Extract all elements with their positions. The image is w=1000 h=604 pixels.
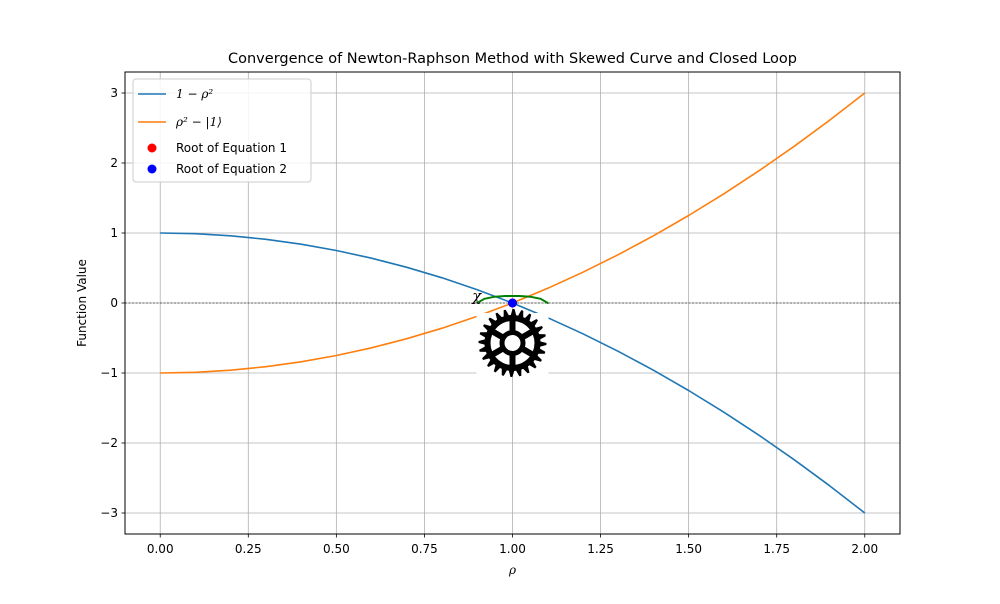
y-tick-label: −2 [100,436,118,450]
closed-loop-curve [476,295,549,304]
x-tick-label: 1.00 [499,542,526,556]
root-point-2 [508,298,517,308]
chart-title: Convergence of Newton-Raphson Method wit… [228,51,797,67]
legend: 1 − ρ² ρ² − |1⟩ Root of Equation 1 Root … [132,78,312,183]
legend-label-root-1: Root of Equation 1 [176,141,287,155]
y-tick-label: −3 [100,506,118,520]
y-tick-label: 2 [110,156,118,170]
legend-label-root-2: Root of Equation 2 [176,162,287,176]
y-tick-label: −1 [100,366,118,380]
x-axis: 0.00 0.25 0.50 0.75 1.00 1.25 1.50 1.75 2.00 [147,534,878,556]
x-tick-label: 0.50 [323,542,350,556]
legend-marker-root-2 [147,164,157,174]
x-tick-label: 0.00 [147,542,174,556]
legend-label-series-1: 1 − ρ² [176,87,213,101]
x-tick-label: 1.50 [675,542,702,556]
legend-frame [132,78,312,183]
x-tick-label: 1.75 [763,542,790,556]
closed-loop: χ [471,287,549,305]
x-axis-label: ρ [508,563,516,577]
root-points [508,298,517,308]
legend-label-series-2: ρ² − |1⟩ [175,115,222,129]
loop-start-glyph: χ [471,287,482,305]
y-axis: −3 −2 −1 0 1 2 3 [100,86,125,520]
x-tick-label: 0.25 [235,542,262,556]
y-tick-label: 0 [110,296,118,310]
y-tick-label: 1 [110,226,118,240]
y-tick-label: 3 [110,86,118,100]
gear-hole [504,335,521,351]
y-axis-label: Function Value [75,259,89,347]
x-tick-label: 2.00 [851,542,878,556]
gear-icon [476,309,549,377]
legend-marker-root-1 [147,143,157,153]
x-tick-label: 0.75 [411,542,438,556]
x-tick-label: 1.25 [587,542,614,556]
